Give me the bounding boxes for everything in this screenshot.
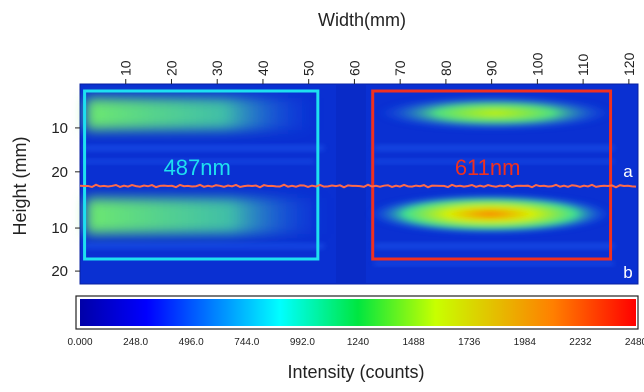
x-tick-label: 110: [575, 53, 591, 76]
region-label-611nm: 611nm: [455, 155, 521, 180]
band-611-a: [377, 96, 613, 130]
x-axis-ticks: 10 20 30 40 50 60 70 80 90 100 110 120: [118, 52, 637, 84]
colorbar-frame: [75, 295, 639, 330]
colorbar-tick-label: 2232: [569, 337, 592, 348]
background-striations: [84, 146, 614, 265]
colorbar-tick-label: 744.0: [234, 337, 259, 348]
y-tick-label: 20: [51, 164, 68, 181]
colorbar-title: Intensity (counts): [287, 362, 424, 382]
x-tick-label: 70: [392, 60, 408, 76]
emission-bands: [86, 96, 613, 234]
x-tick-label: 20: [163, 60, 179, 76]
colorbar-tick-label: 1240: [347, 337, 370, 348]
x-tick-label: 90: [484, 60, 500, 76]
y-tick-label: 20: [51, 263, 68, 280]
colorbar-tick-label: 1488: [402, 337, 425, 348]
band-611-b: [368, 194, 612, 234]
x-tick-label: 40: [255, 60, 271, 76]
x-tick-label: 30: [209, 60, 225, 76]
x-tick-label: 80: [438, 60, 454, 76]
colorbar-tick-label: 992.0: [290, 337, 315, 348]
y-tick-label: 10: [51, 220, 68, 237]
y-axis-title: Height (mm): [10, 136, 30, 235]
colorbar: [80, 299, 636, 326]
panel-divider-line: [79, 183, 637, 189]
y-tick-label: 10: [51, 120, 68, 137]
x-tick-label: 50: [301, 60, 317, 76]
x-tick-label: 120: [621, 52, 637, 76]
band-487-b: [86, 198, 326, 234]
panel-label-b: b: [623, 263, 632, 282]
colorbar-tick-label: 2480: [625, 337, 644, 348]
band-487-a: [86, 98, 316, 130]
colorbar-ticks: 0.000 248.0 496.0 744.0 992.0 1240 1488 1736 198…: [67, 337, 644, 348]
region-box-611nm: [371, 89, 613, 261]
x-tick-label: 60: [346, 60, 362, 76]
colorbar-tick-label: 0.000: [67, 337, 92, 348]
x-tick-label: 100: [529, 52, 545, 76]
colorbar-tick-label: 496.0: [179, 337, 204, 348]
colorbar-tick-label: 1984: [514, 337, 537, 348]
y-axis-ticks: 10 20 10 20: [51, 120, 80, 280]
colorbar-tick-label: 248.0: [123, 337, 148, 348]
center-gap: [336, 84, 366, 284]
region-box-487nm: [83, 89, 320, 261]
panel-label-a: a: [623, 162, 633, 181]
x-axis-title: Width(mm): [318, 10, 406, 30]
region-label-487nm: 487nm: [164, 155, 231, 180]
colorbar-tick-label: 1736: [458, 337, 481, 348]
x-tick-label: 10: [118, 60, 134, 76]
